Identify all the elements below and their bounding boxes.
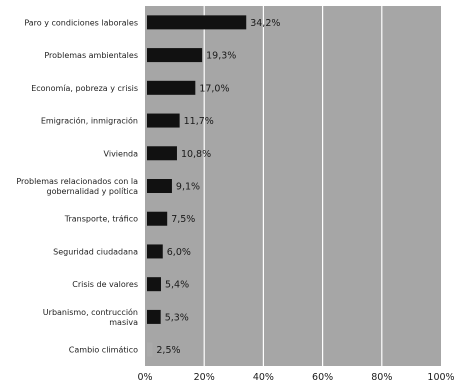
category-label: Emigración, inmigración — [41, 116, 138, 126]
bars — [147, 15, 247, 357]
bar — [147, 113, 180, 128]
value-label: 7,5% — [171, 214, 195, 225]
value-label: 17,0% — [199, 83, 229, 94]
value-label: 5,4% — [165, 280, 189, 291]
gridlines — [203, 6, 383, 366]
category-label: Economía, pobreza y crisis — [31, 84, 138, 93]
category-label: Seguridad ciudadana — [53, 247, 138, 256]
x-tick-label: 60% — [312, 372, 333, 383]
value-label: 10,8% — [181, 149, 211, 160]
category-label: Cambio climático — [69, 346, 138, 355]
category-label: Transporte, tráfico — [64, 215, 138, 224]
x-tick-label: 80% — [371, 372, 392, 383]
category-labels: Paro y condiciones laborales Problemas am… — [16, 18, 138, 354]
x-tick-label: 100% — [427, 372, 454, 383]
value-label: 5,3% — [165, 312, 189, 323]
x-tick-label: 20% — [194, 372, 215, 383]
bar — [147, 277, 161, 292]
bar — [147, 309, 161, 324]
x-axis-ticks: 0% 20% 40% 60% 80% 100% — [137, 372, 454, 383]
x-tick-label: 40% — [253, 372, 274, 383]
bar — [147, 179, 172, 193]
bar — [147, 211, 168, 226]
value-label: 2,5% — [156, 345, 180, 356]
value-label: 19,3% — [206, 51, 236, 62]
category-label: Vivienda — [104, 149, 139, 158]
plot-background — [145, 6, 441, 366]
bar — [147, 15, 247, 30]
category-label: Crisis de valores — [72, 280, 138, 289]
bar — [147, 80, 196, 95]
value-label: 34,2% — [250, 18, 280, 29]
x-tick-label: 0% — [137, 372, 152, 383]
bar — [147, 48, 203, 63]
category-label: Problemas ambientales — [44, 51, 138, 60]
value-label: 11,7% — [184, 116, 214, 127]
bar — [147, 244, 163, 259]
category-label: Paro y condiciones laborales — [24, 18, 138, 27]
value-label: 9,1% — [176, 182, 200, 193]
category-label: Problemas relacionados con la gobernalida… — [16, 177, 138, 196]
bar — [147, 146, 177, 161]
bar — [147, 342, 153, 357]
value-label: 6,0% — [167, 247, 191, 258]
category-label: Urbanismo, contrucción masiva — [43, 307, 138, 327]
value-labels: 34,2% 19,3% 17,0% 11,7% 10,8% 9,1% 7,5% 6,0% 5,4… — [156, 18, 280, 356]
